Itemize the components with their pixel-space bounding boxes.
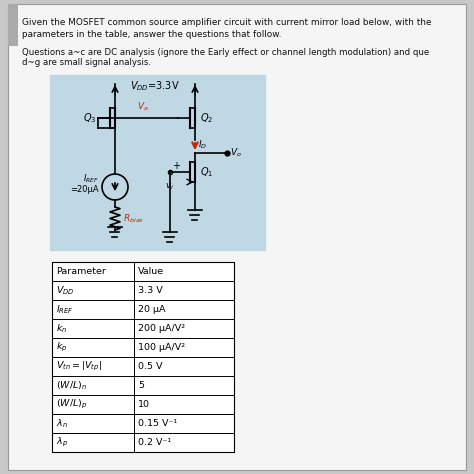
Text: 5: 5	[138, 381, 144, 390]
Text: $I_D$: $I_D$	[198, 139, 207, 151]
Text: $k_p$: $k_p$	[56, 341, 67, 354]
Text: $V_{DD}$=3.3V: $V_{DD}$=3.3V	[130, 79, 180, 93]
Text: 3.3 V: 3.3 V	[138, 286, 163, 295]
Text: $(W/L)_n$: $(W/L)_n$	[56, 379, 87, 392]
Text: parameters in the table, answer the questions that follow.: parameters in the table, answer the ques…	[22, 30, 282, 39]
Text: $V_{DD}$: $V_{DD}$	[56, 284, 74, 297]
Text: $Q_3$: $Q_3$	[83, 111, 96, 125]
Bar	[50, 75, 265, 250]
Text: 0.5 V: 0.5 V	[138, 362, 163, 371]
Text: $I_{REF}$: $I_{REF}$	[83, 173, 99, 185]
Text: 0.2 V⁻¹: 0.2 V⁻¹	[138, 438, 171, 447]
Text: $\lambda_n$: $\lambda_n$	[56, 417, 68, 430]
Text: 100 μA/V²: 100 μA/V²	[138, 343, 185, 352]
Text: 20 μA: 20 μA	[138, 305, 165, 314]
Text: Parameter: Parameter	[56, 267, 106, 276]
Text: d~g are small signal analysis.: d~g are small signal analysis.	[22, 58, 151, 67]
Text: =20μA: =20μA	[70, 184, 99, 193]
Text: Questions a~c are DC analysis (ignore the Early effect or channel length modulat: Questions a~c are DC analysis (ignore th…	[22, 48, 429, 57]
Text: $Q_2$: $Q_2$	[200, 111, 213, 125]
Bar	[52, 262, 234, 452]
Text: $\lambda_p$: $\lambda_p$	[56, 436, 68, 449]
Text: 0.15 V⁻¹: 0.15 V⁻¹	[138, 419, 177, 428]
Text: $v_i$: $v_i$	[165, 182, 174, 192]
Text: Given the MOSFET common source amplifier circuit with current mirror load below,: Given the MOSFET common source amplifier…	[22, 18, 431, 27]
Text: 200 μA/V²: 200 μA/V²	[138, 324, 185, 333]
Text: 10: 10	[138, 400, 150, 409]
Bar	[8, 4, 18, 46]
Text: $V_{tn}$$=$$|V_{tp}|$: $V_{tn}$$=$$|V_{tp}|$	[56, 360, 102, 373]
Text: $k_n$: $k_n$	[56, 322, 67, 335]
Text: $Q_1$: $Q_1$	[200, 165, 213, 179]
Text: Value: Value	[138, 267, 164, 276]
Text: $I_{REF}$: $I_{REF}$	[56, 303, 73, 316]
Text: $V_o$: $V_o$	[230, 147, 242, 159]
Text: +: +	[172, 161, 180, 171]
Text: $V_a$: $V_a$	[137, 100, 149, 113]
Text: $R_{bias}$: $R_{bias}$	[123, 212, 144, 225]
Text: $(W/L)_p$: $(W/L)_p$	[56, 398, 87, 411]
